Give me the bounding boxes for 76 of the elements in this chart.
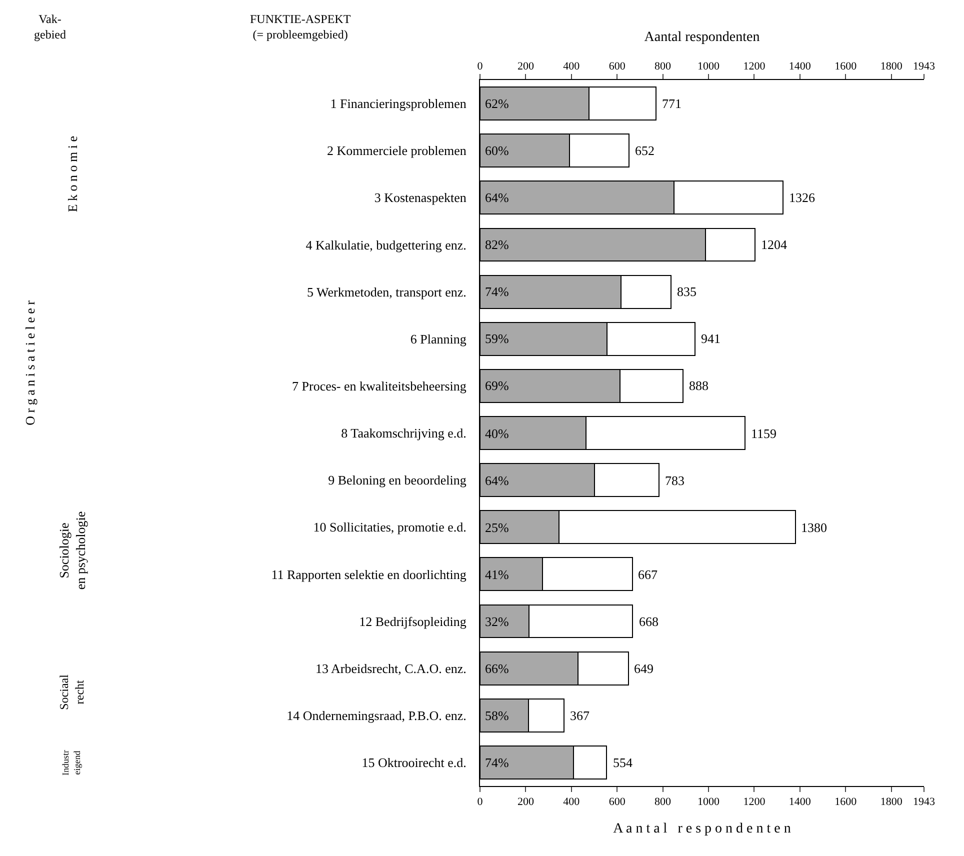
total-label: 941 <box>701 331 720 346</box>
total-label: 771 <box>662 96 682 111</box>
total-label: 668 <box>639 614 658 629</box>
x-tick-label: 1943 <box>913 796 936 808</box>
total-label: 1326 <box>789 190 816 205</box>
y-tick-label: 15 Oktrooirecht e.d. <box>362 755 466 770</box>
x-tick-label: 200 <box>517 796 534 808</box>
x2-axis-title: Aantal respondenten <box>644 30 760 46</box>
y-tick-label: 5 Werkmetoden, transport enz. <box>307 284 466 300</box>
x2-tick-label: 1400 <box>788 60 812 73</box>
x2-tick-label: 600 <box>608 60 626 73</box>
x-tick-label: 400 <box>563 796 580 808</box>
total-label: 554 <box>613 755 633 770</box>
x2-tick-label: 800 <box>654 60 672 73</box>
annotation: 64% <box>485 473 509 488</box>
y-tick-label: 7 Proces- en kwaliteitsbeheersing <box>292 378 467 394</box>
x-tick-label: 1600 <box>834 796 858 808</box>
text: Sociaal recht <box>57 674 87 710</box>
annotation: 69% <box>485 378 509 393</box>
y-tick-label: 11 Rapporten selektie en doorlichting <box>271 566 467 582</box>
x2-tick-label: 1943 <box>913 60 936 73</box>
annotation: 41% <box>485 567 509 582</box>
x2-tick-label: 1200 <box>743 60 766 73</box>
x-tick-label: 1800 <box>880 796 903 808</box>
y-tick-label: 12 Bedrijfsopleiding <box>359 614 467 629</box>
annotation: 62% <box>485 96 509 111</box>
y-tick-label: 8 Taakomschrijving e.d. <box>341 426 466 441</box>
text: O r g a n i s a t i e l e e r <box>22 300 38 426</box>
annotation: 74% <box>485 284 509 299</box>
annotation: 60% <box>485 143 509 158</box>
total-label: 1159 <box>751 426 777 441</box>
x2-tick-label: 1600 <box>834 60 858 73</box>
text: Sociologie en psychologie <box>56 511 88 590</box>
total-label: 888 <box>689 378 708 393</box>
x-tick-label: 1400 <box>788 796 812 808</box>
y-tick-label: 1 Financieringsproblemen <box>330 96 467 112</box>
annotation: 74% <box>485 755 509 770</box>
total-label: 652 <box>635 143 654 158</box>
y-tick-label: 3 Kostenaspekten <box>374 190 467 206</box>
annotation: 59% <box>485 331 509 346</box>
y-tick-label: 10 Sollicitaties, promotie e.d. <box>313 520 466 535</box>
annotation: 64% <box>485 190 509 205</box>
text: Vak- gebied <box>34 12 66 42</box>
x2-tick-label: 1000 <box>698 60 720 73</box>
annotation: 66% <box>485 661 509 676</box>
total-label: 649 <box>634 661 654 676</box>
annotation: 58% <box>485 708 509 723</box>
total-label: 367 <box>570 708 590 723</box>
text: E k o n o m i e <box>64 136 80 212</box>
y-tick-label: 2 Kommerciele problemen <box>327 143 467 158</box>
x-tick-label: 800 <box>654 796 672 808</box>
annotation: 25% <box>485 520 509 535</box>
total-label: 667 <box>638 567 658 582</box>
x2-tick-label: 1800 <box>880 60 903 73</box>
y-tick-label: 4 Kalkulatie, budgettering enz. <box>306 237 466 252</box>
annotation: 40% <box>485 426 509 441</box>
total-label: 1380 <box>801 520 827 535</box>
x2-tick-label: 200 <box>517 60 534 73</box>
x-tick-label: 600 <box>608 796 626 808</box>
total-label: 1204 <box>761 237 788 252</box>
annotation: 32% <box>485 614 509 629</box>
y-tick-label: 13 Arbeidsrecht, C.A.O. enz. <box>315 660 466 676</box>
x-tick-label: 1000 <box>698 796 720 808</box>
x-tick-label: 0 <box>477 796 484 808</box>
text: FUNKTIE-ASPEKT (= probleemgebied) <box>250 12 352 42</box>
text: Industr eigend <box>60 750 82 776</box>
y-tick-label: 9 Beloning en beoordeling <box>328 472 467 488</box>
x2-tick-label: 400 <box>563 60 580 73</box>
y-tick-label: 14 Ondernemingsraad, P.B.O. enz. <box>286 708 466 723</box>
x-tick-label: 1200 <box>743 796 766 808</box>
x-axis-title: A a n t a l r e s p o n d e n t e n <box>613 822 791 836</box>
total-label: 783 <box>665 473 684 488</box>
total-label: 835 <box>677 284 696 299</box>
x2-tick-label: 0 <box>477 60 484 73</box>
y-tick-label: 6 Planning <box>410 331 467 346</box>
annotation: 82% <box>485 237 509 252</box>
